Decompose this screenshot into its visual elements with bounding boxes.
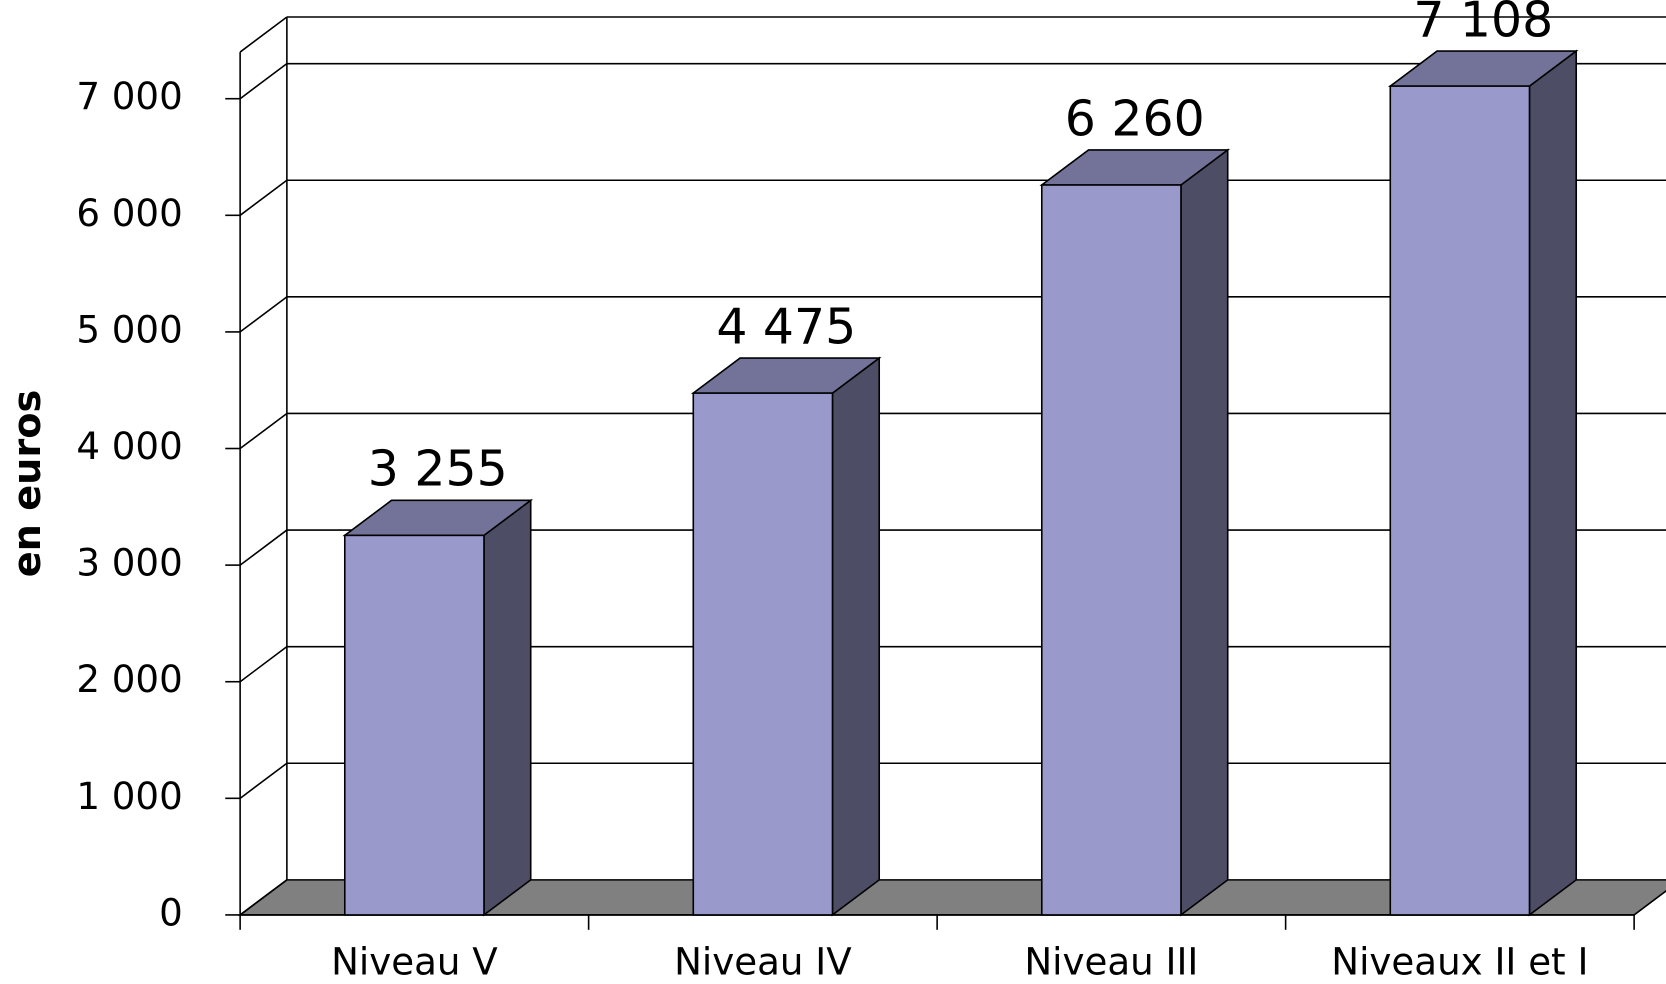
y-tick-label: 6 000 <box>76 191 182 235</box>
grid-diagonal <box>239 296 288 333</box>
value-label: 4 475 <box>716 298 856 355</box>
y-tick-label: 4 000 <box>76 424 182 468</box>
grid-diagonal <box>239 412 288 450</box>
grid-diagonal <box>239 762 288 799</box>
bar <box>1389 85 1531 916</box>
grid-diagonal <box>239 879 288 916</box>
value-label: 7 108 <box>1413 0 1553 48</box>
grid-diagonal <box>239 529 288 566</box>
bar <box>343 534 485 916</box>
x-tick-label: Niveau V <box>331 939 498 983</box>
bar <box>692 392 834 916</box>
grid-diagonal <box>239 63 288 100</box>
y-tick-label: 2 000 <box>76 657 182 701</box>
y-tick-label: 7 000 <box>76 74 182 118</box>
x-tick-label: Niveau III <box>1024 939 1198 983</box>
y-tick-label: 3 000 <box>76 541 182 585</box>
bar-side <box>483 498 532 917</box>
bar-side <box>831 356 881 917</box>
grid-diagonal <box>239 646 288 683</box>
y-tick-label: 5 000 <box>76 307 182 351</box>
bar <box>1040 184 1182 916</box>
bar-side <box>1180 148 1229 917</box>
y-tick-label: 1 000 <box>76 774 182 818</box>
value-label: 6 260 <box>1065 90 1205 147</box>
y-tick-label: 0 <box>159 890 183 934</box>
side-wall-top <box>239 16 288 53</box>
y-axis-title: en euros <box>5 390 50 578</box>
x-tick-label: Niveau IV <box>674 939 852 983</box>
grid-diagonal <box>239 179 288 216</box>
value-label: 3 255 <box>368 441 508 498</box>
bar-side <box>1528 49 1578 917</box>
x-tick-label: Niveaux II et I <box>1331 939 1588 983</box>
